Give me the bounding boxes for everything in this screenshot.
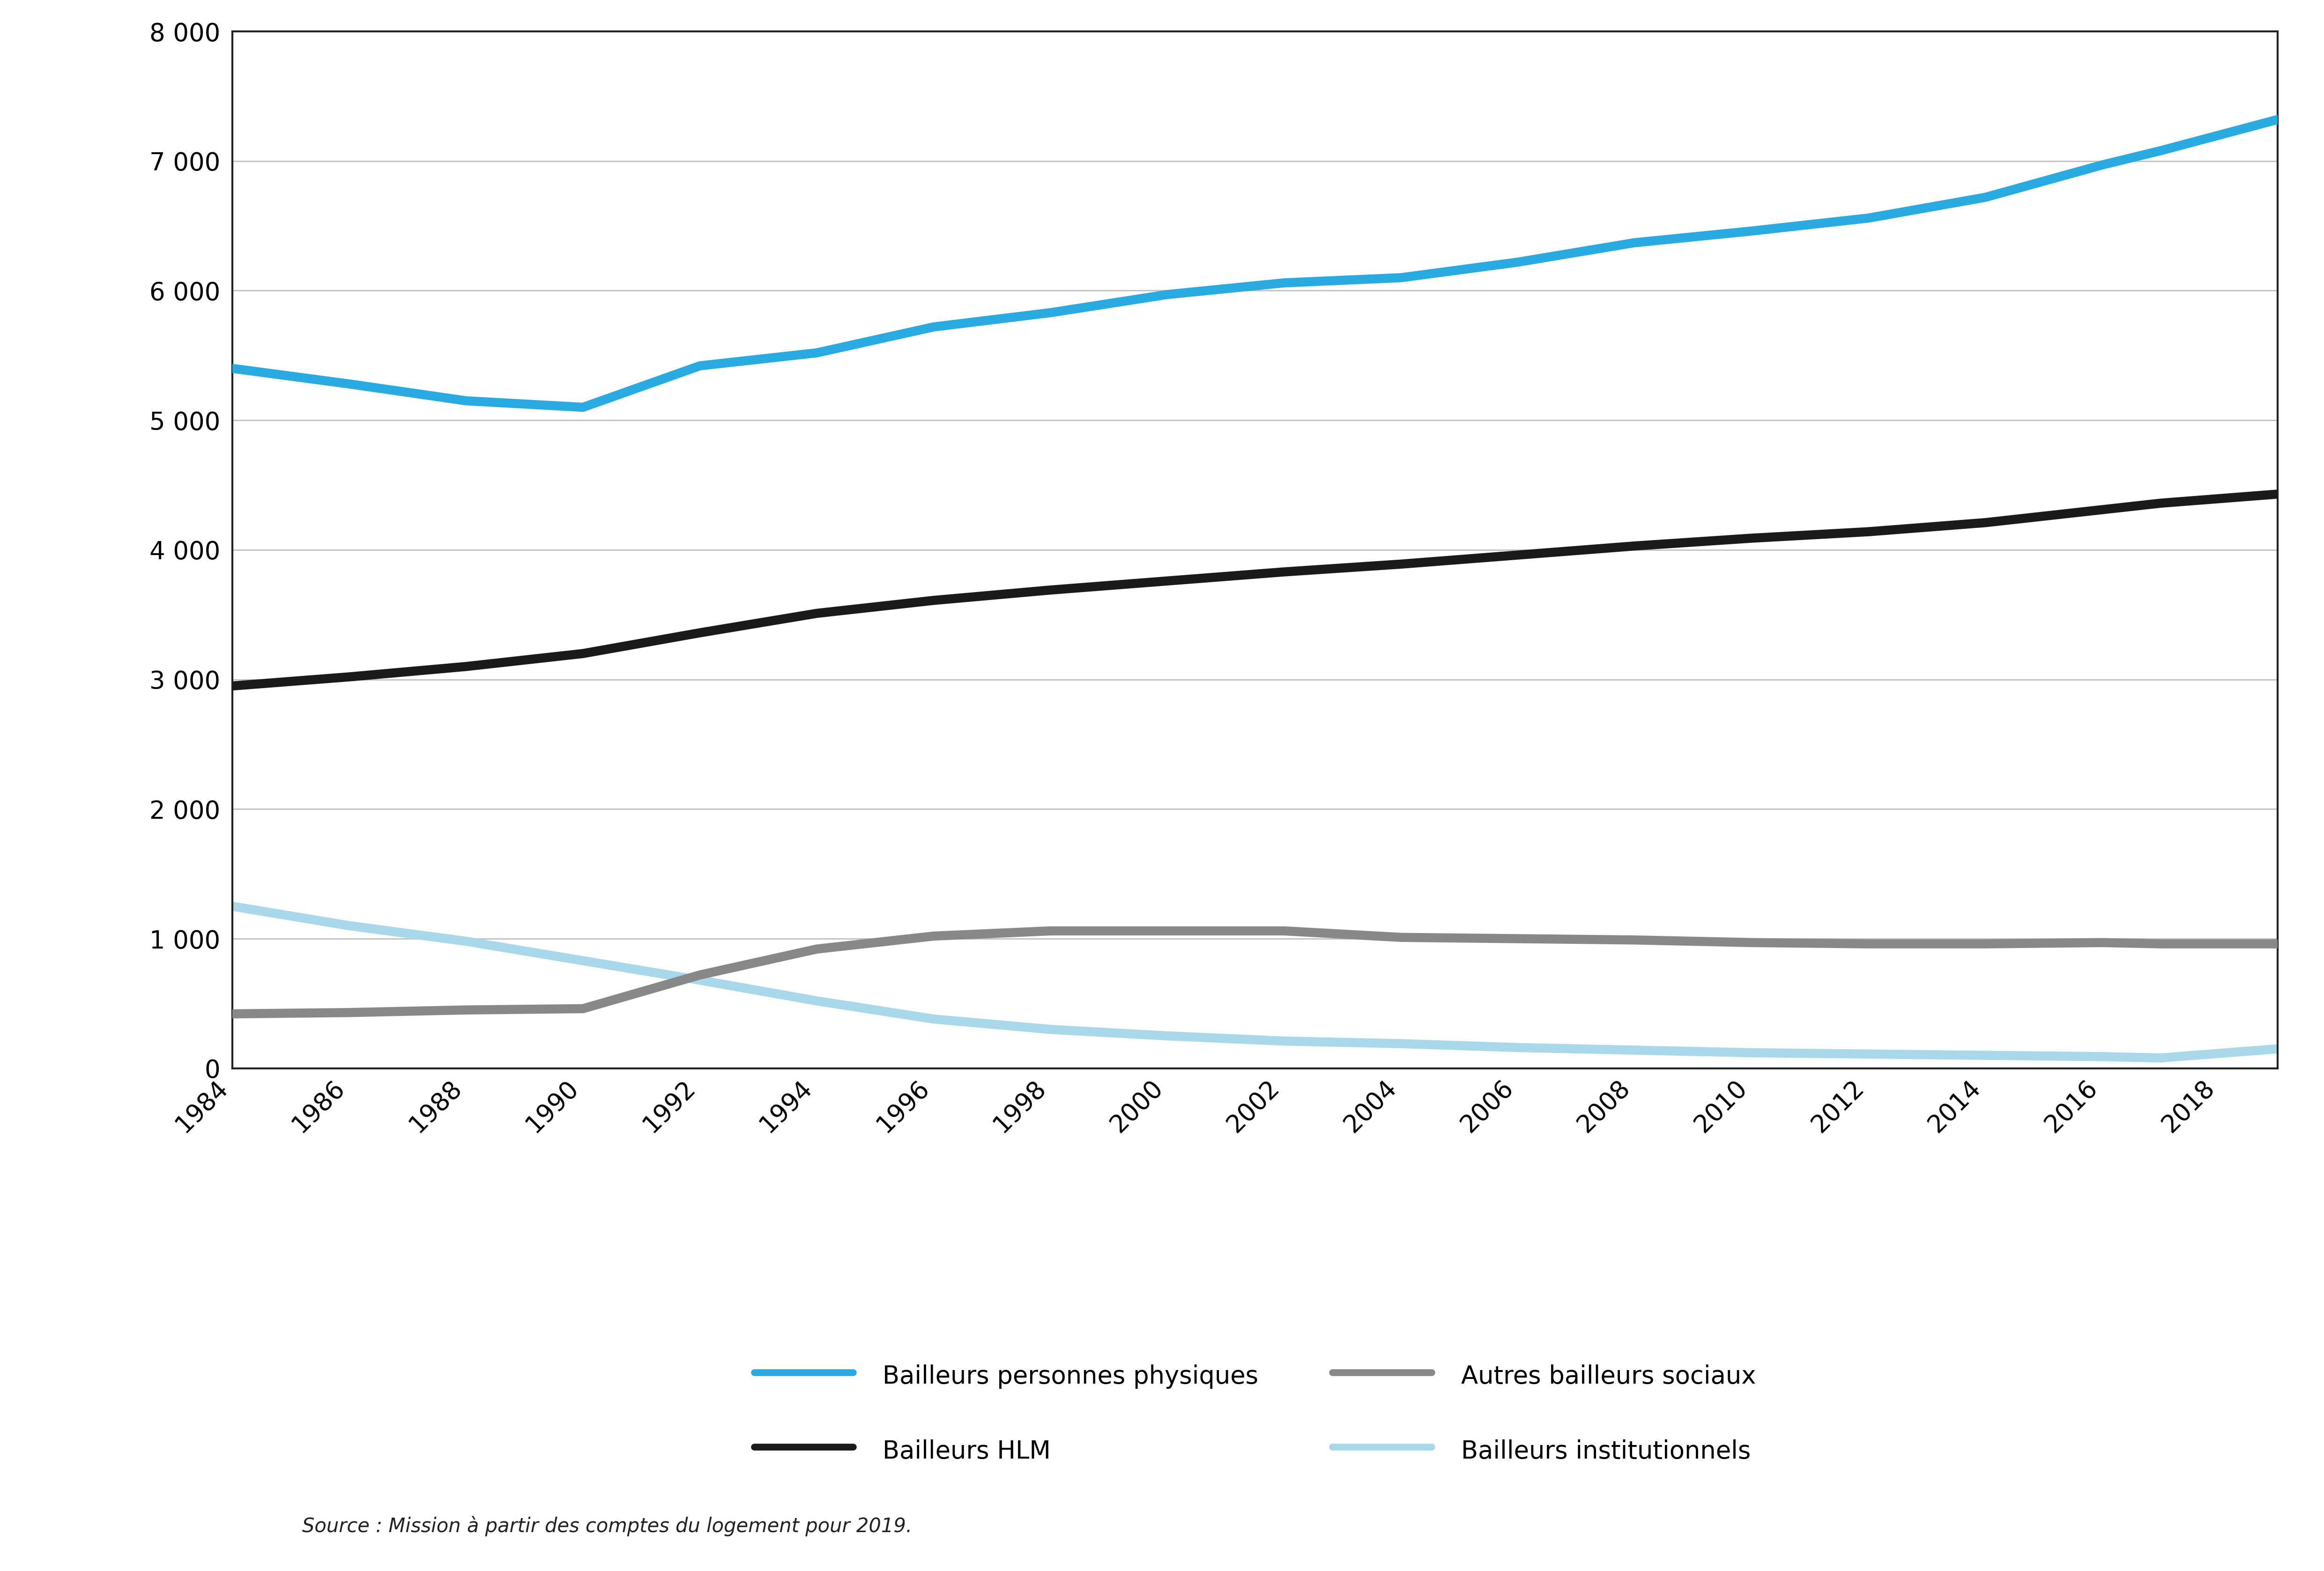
Legend: Bailleurs personnes physiques, Bailleurs HLM, Autres bailleurs sociaux, Bailleur: Bailleurs personnes physiques, Bailleurs… (753, 1360, 1757, 1466)
Text: Source : Mission à partir des comptes du logement pour 2019.: Source : Mission à partir des comptes du… (302, 1516, 911, 1536)
